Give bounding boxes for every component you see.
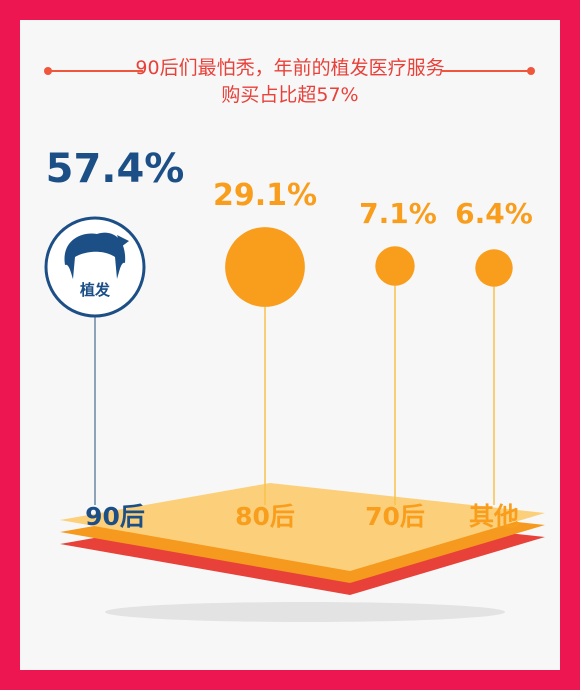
- title-rule-dot-right: [527, 67, 535, 75]
- category-label-0: 90后: [85, 502, 145, 531]
- value-label-0: 57.4%: [46, 146, 185, 192]
- value-label-2: 7.1%: [359, 197, 437, 230]
- poster-panel: 90后们最怕秃，年前的植发医疗服务 购买占比超57% 植发 57.4% 90后 29.…: [20, 20, 560, 670]
- hair-icon: [64, 232, 126, 279]
- chart-title-line-2: 购买占比超57%: [221, 84, 359, 106]
- title-rule-dot-left: [44, 67, 52, 75]
- category-label-3: 其他: [469, 502, 519, 531]
- value-label-1: 29.1%: [213, 178, 317, 213]
- platform-layer-yellow: [60, 483, 545, 571]
- hair-tuft-icon: [117, 235, 129, 247]
- category-label-2: 70后: [365, 502, 425, 531]
- badge-label: 植发: [80, 281, 111, 299]
- bubble-1: [225, 227, 305, 307]
- value-label-3: 6.4%: [455, 197, 533, 230]
- title-rule-left: [48, 70, 143, 72]
- category-label-1: 80后: [235, 502, 295, 531]
- chart-title-line-1: 90后们最怕秃，年前的植发医疗服务: [135, 57, 445, 79]
- bubble-3: [475, 249, 513, 287]
- bubble-chart: 植发 57.4% 90后 29.1% 80后 7.1% 70后 6.4% 其他: [44, 146, 545, 622]
- bubble-90s: [44, 216, 146, 318]
- platform-shadow: [105, 602, 505, 622]
- bubble-2: [375, 246, 415, 286]
- title-rule-right: [442, 70, 532, 72]
